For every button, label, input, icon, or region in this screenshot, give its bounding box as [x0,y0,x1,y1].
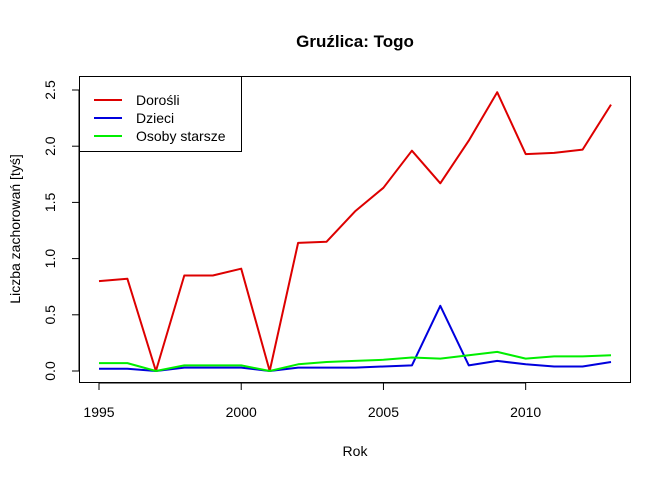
y-tick-label: 2.5 [42,80,58,100]
x-tick-label: 2000 [226,404,257,420]
y-tick-label: 0.0 [42,361,58,381]
y-tick-label: 0.5 [42,305,58,325]
x-tick-label: 1995 [83,404,114,420]
series-line-1 [98,91,612,372]
x-tick-label: 2010 [510,404,541,420]
series-line-2 [99,304,612,372]
x-tick-label: 2005 [368,404,399,420]
y-tick-label: 2.0 [42,136,58,156]
legend-box [79,76,242,152]
legend-label-1: Dorośli [136,92,180,108]
x-axis-label: Rok [343,443,369,459]
y-axis-label: Liczba zachorowań [tyś] [7,154,23,303]
y-tick-label: 1.5 [42,192,58,212]
legend: Dorośli Dzieci Osoby starsze [79,76,242,152]
series-layer [98,91,612,372]
chart-title: Gruźlica: Togo [296,32,414,51]
legend-label-3: Osoby starsze [136,128,226,144]
x-axis: 1995 2000 2005 2010 [83,382,541,420]
y-axis: 0.0 0.5 1.0 1.5 2.0 2.5 [42,80,80,381]
y-tick-label: 1.0 [42,249,58,269]
legend-label-2: Dzieci [136,110,174,126]
series-line-3 [99,350,612,372]
